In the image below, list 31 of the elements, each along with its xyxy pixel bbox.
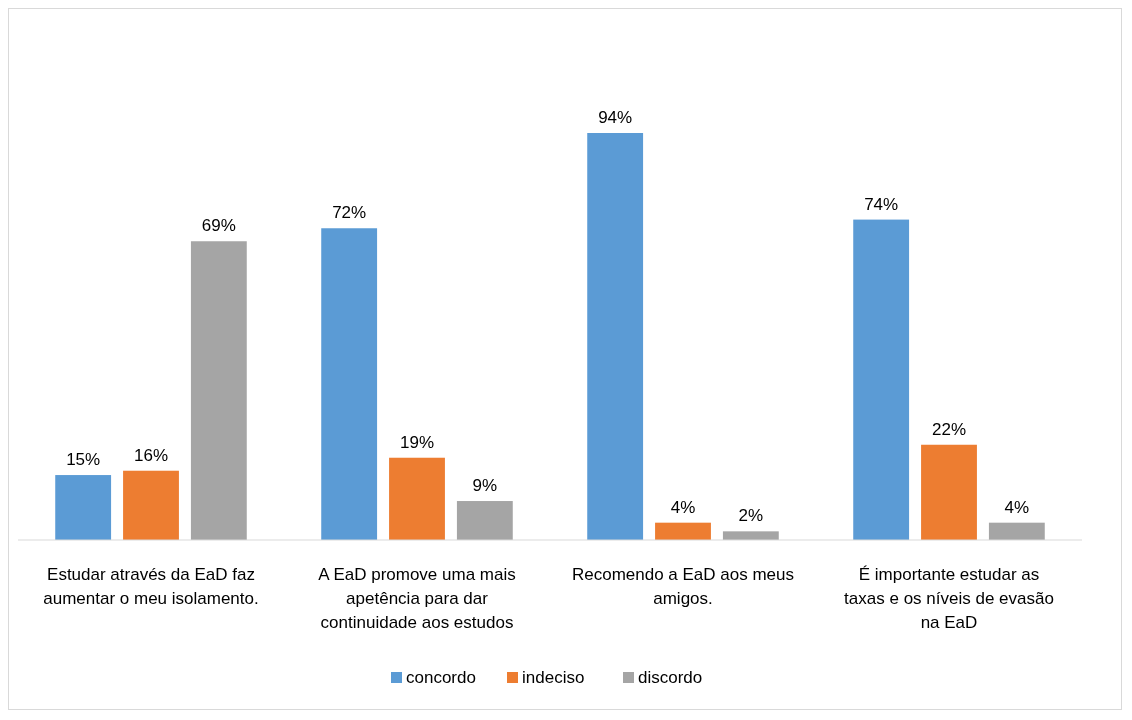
bar [722, 531, 779, 540]
x-tick-label: A EaD promove uma mais apetência para dar continuidade aos estudos [318, 565, 516, 632]
bar [55, 475, 112, 540]
data-label: 74% [864, 194, 899, 214]
data-label: 69% [201, 216, 236, 236]
data-label: 22% [931, 419, 967, 439]
data-label: 9% [472, 476, 498, 496]
bar [456, 501, 513, 540]
bar [587, 133, 644, 540]
legend-label: discordo [638, 668, 703, 687]
data-label: 16% [133, 445, 169, 465]
x-tick-label: É importante estudar as taxas e os níveis de evasão na EaD [844, 565, 1054, 632]
data-label: 4% [1004, 497, 1030, 517]
data-label: 94% [598, 108, 633, 127]
bar [655, 522, 711, 540]
x-tick-label: Recomendo a EaD aos meus amigos. [571, 565, 795, 608]
data-label: 2% [738, 506, 764, 526]
bar [988, 522, 1045, 540]
bar [389, 457, 445, 540]
data-label: 4% [670, 497, 696, 517]
data-label: 72% [332, 203, 367, 223]
bar [123, 470, 179, 540]
legend-label: indeciso [522, 668, 585, 687]
legend-label: concordo [406, 668, 476, 687]
bar [190, 241, 247, 540]
x-tick-label: Estudar através da EaD faz aumentar o meu isolamento. [43, 565, 259, 608]
bar [321, 228, 378, 540]
data-label: 19% [399, 432, 435, 452]
bar [921, 444, 977, 540]
bar [853, 219, 910, 540]
data-label: 15% [66, 450, 101, 470]
